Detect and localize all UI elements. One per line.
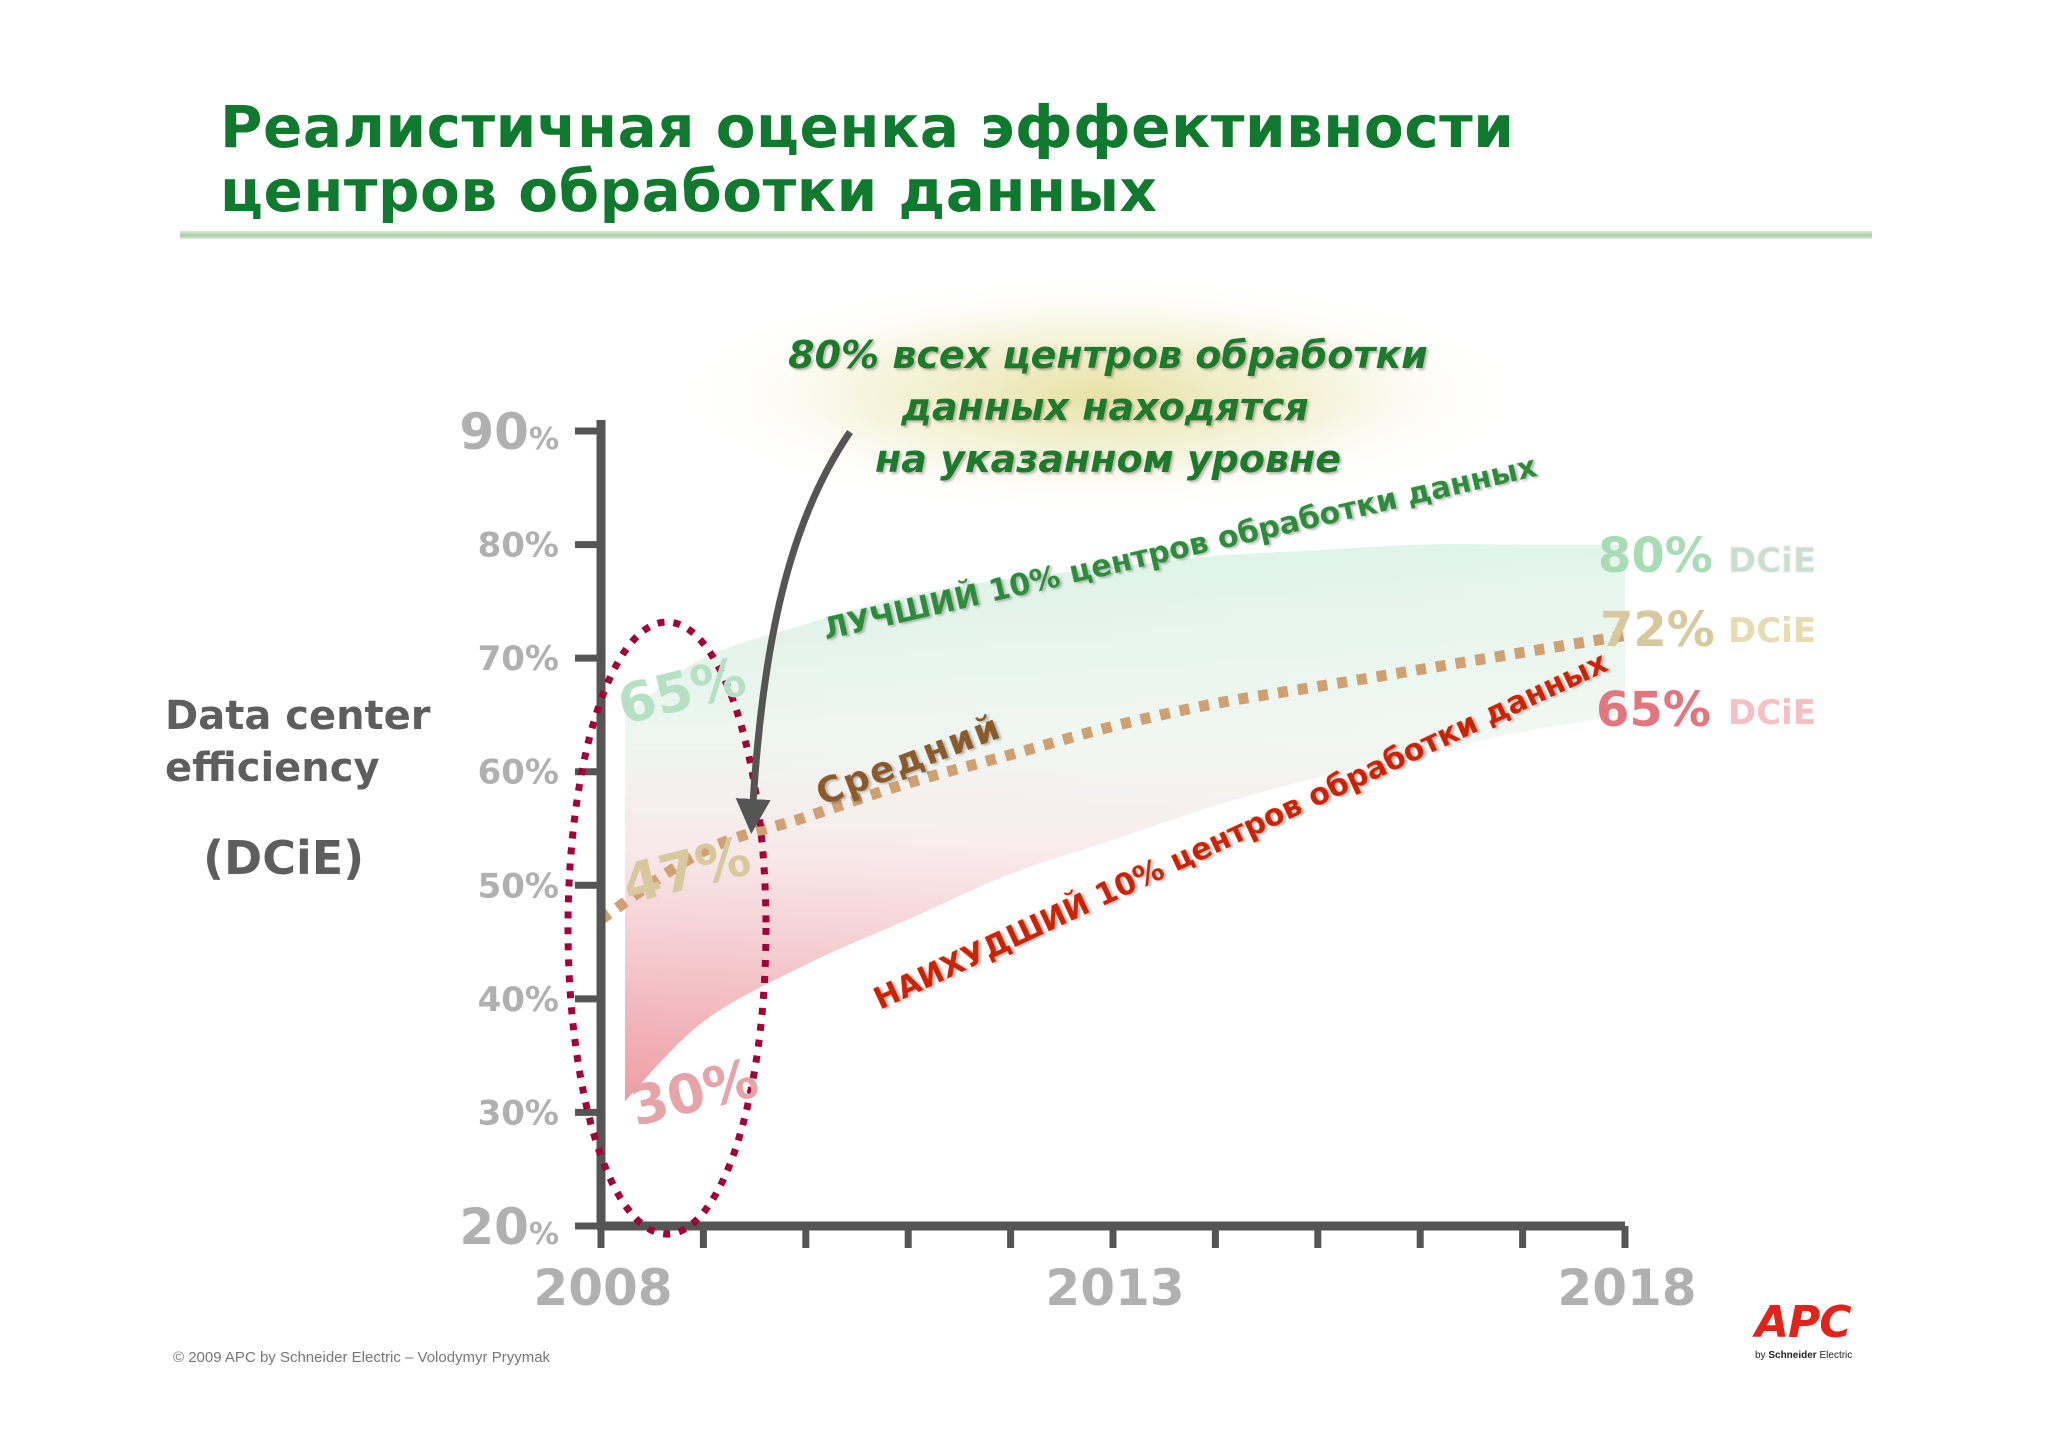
x-tick-label-2018: 2018: [1557, 1259, 1696, 1317]
efficiency-band-fade: [625, 544, 1625, 1102]
apc-logo-schneider: Schneider: [1768, 1350, 1817, 1361]
y-axis-label-line-2: efficiency: [165, 745, 380, 791]
highlight-ellipse-2008: [564, 618, 770, 1238]
end-label-best-unit: DCiE: [1728, 541, 1816, 581]
x-tick-label-2008: 2008: [533, 1259, 672, 1317]
end-label-best: 80% DCiE: [1598, 528, 1817, 584]
end-label-best-pct: 80%: [1598, 528, 1713, 584]
y-tick-label-20: 20%: [459, 1198, 559, 1256]
page-title: Реалистичная оценка эффективности центро…: [220, 95, 1514, 223]
apc-logo-subtitle: by Schneider Electric: [1755, 1350, 1885, 1361]
apc-logo: APC by Schneider Electric: [1755, 1297, 1885, 1362]
end-label-worst-unit: DCiE: [1728, 693, 1816, 733]
end-label-average-pct: 72%: [1600, 602, 1715, 658]
copyright-footer: © 2009 APC by Schneider Electric – Volod…: [173, 1349, 551, 1366]
page-title-line-2: центров обработки данных: [220, 157, 1158, 225]
y-tick-label-90: 90%: [459, 403, 559, 461]
apc-logo-electric: Electric: [1819, 1350, 1853, 1361]
end-label-average: 72% DCiE: [1600, 602, 1816, 658]
apc-logo-brand: APC: [1755, 1297, 1852, 1348]
x-tick-label-2013: 2013: [1045, 1259, 1184, 1317]
callout-line-1: 80% всех центров обработки: [788, 333, 1428, 377]
x-axis-ticks: [597, 1226, 1629, 1248]
end-label-average-unit: DCiE: [1728, 611, 1816, 651]
y-axis-ticks: 20% 30% 40% 50% 60% 70% 80% 90%: [459, 403, 601, 1256]
title-divider: [180, 231, 1872, 239]
end-label-worst-pct: 65%: [1596, 682, 1711, 738]
y-tick-label-30: 30%: [478, 1093, 559, 1133]
y-axis-label: Data center efficiency (DCiE): [165, 690, 465, 884]
y-tick-label-60: 60%: [478, 753, 559, 793]
page-title-line-1: Реалистичная оценка эффективности: [220, 93, 1515, 161]
y-tick-label-80: 80%: [478, 526, 559, 566]
callout-arrow: [735, 430, 853, 834]
callout-line-3: на указанном уровне: [875, 437, 1341, 481]
callout-glow: [670, 275, 1530, 515]
end-label-worst: 65% DCiE: [1596, 682, 1816, 738]
x-axis-tick-labels: 2008 2013 2018: [533, 1259, 1696, 1317]
callout: 80% всех центров обработки данных находя…: [788, 333, 1428, 481]
callout-line-2: данных находятся: [900, 385, 1309, 429]
y-tick-label-50: 50%: [478, 866, 559, 906]
y-axis-label-line-1: Data center: [165, 693, 431, 739]
apc-logo-by: by: [1755, 1350, 1766, 1361]
y-tick-label-70: 70%: [478, 639, 559, 679]
y-tick-label-40: 40%: [478, 980, 559, 1020]
y-axis-label-line-3: (DCiE): [203, 831, 365, 885]
